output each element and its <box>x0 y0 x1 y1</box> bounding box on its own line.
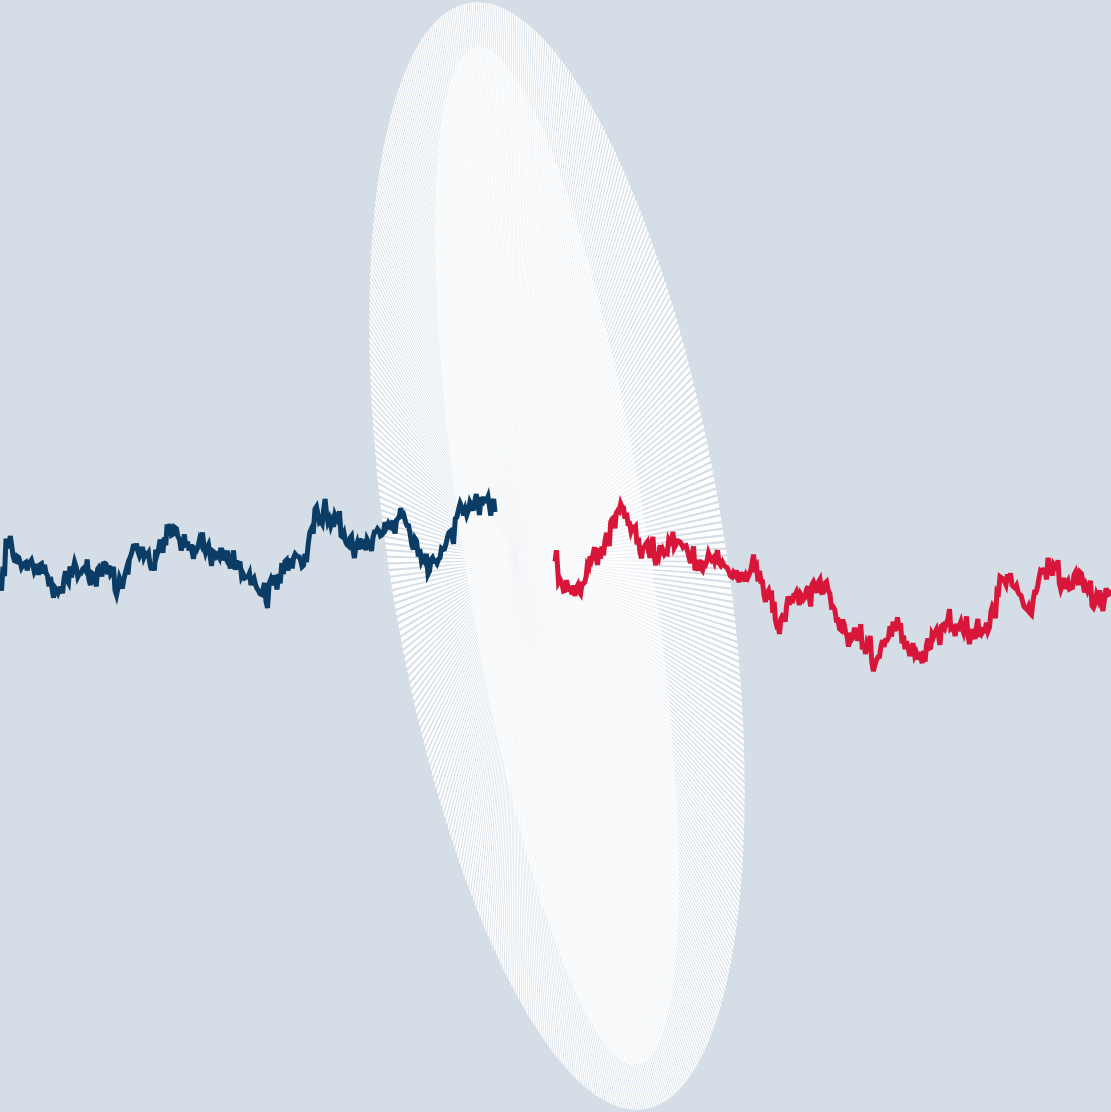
ray-wedge <box>515 560 743 713</box>
ray-wedge <box>373 425 515 560</box>
ray-wedge <box>515 560 544 1040</box>
ray-wedge <box>515 560 540 1034</box>
ray-wedge <box>369 355 515 560</box>
ray-wedge <box>515 560 741 681</box>
right-random-walk <box>552 494 1111 672</box>
ray-wedge <box>515 560 738 641</box>
ray-wedge <box>370 373 515 560</box>
ray-wedge <box>373 431 515 560</box>
ray-wedge <box>382 524 515 560</box>
left-random-walk <box>0 487 498 609</box>
ray-wedge <box>376 471 515 560</box>
ray-wedge <box>515 560 556 1056</box>
ray-wedge <box>515 560 567 1069</box>
ray-wedge <box>515 560 734 608</box>
ray-wedge <box>369 336 515 560</box>
ray-wedge <box>515 560 742 700</box>
ray-wedge <box>515 560 522 1004</box>
ray-wedge <box>515 560 743 707</box>
ray-wedge <box>515 560 520 1000</box>
